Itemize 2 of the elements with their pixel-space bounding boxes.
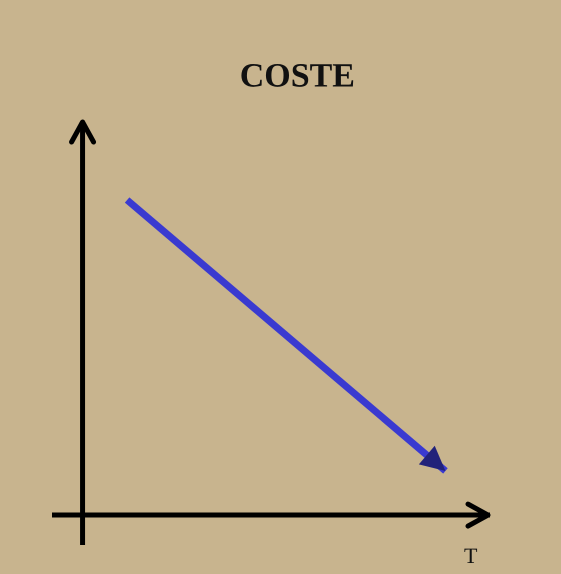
x-axis-title: T	[464, 543, 478, 568]
chart-title: COSTE	[240, 58, 355, 95]
